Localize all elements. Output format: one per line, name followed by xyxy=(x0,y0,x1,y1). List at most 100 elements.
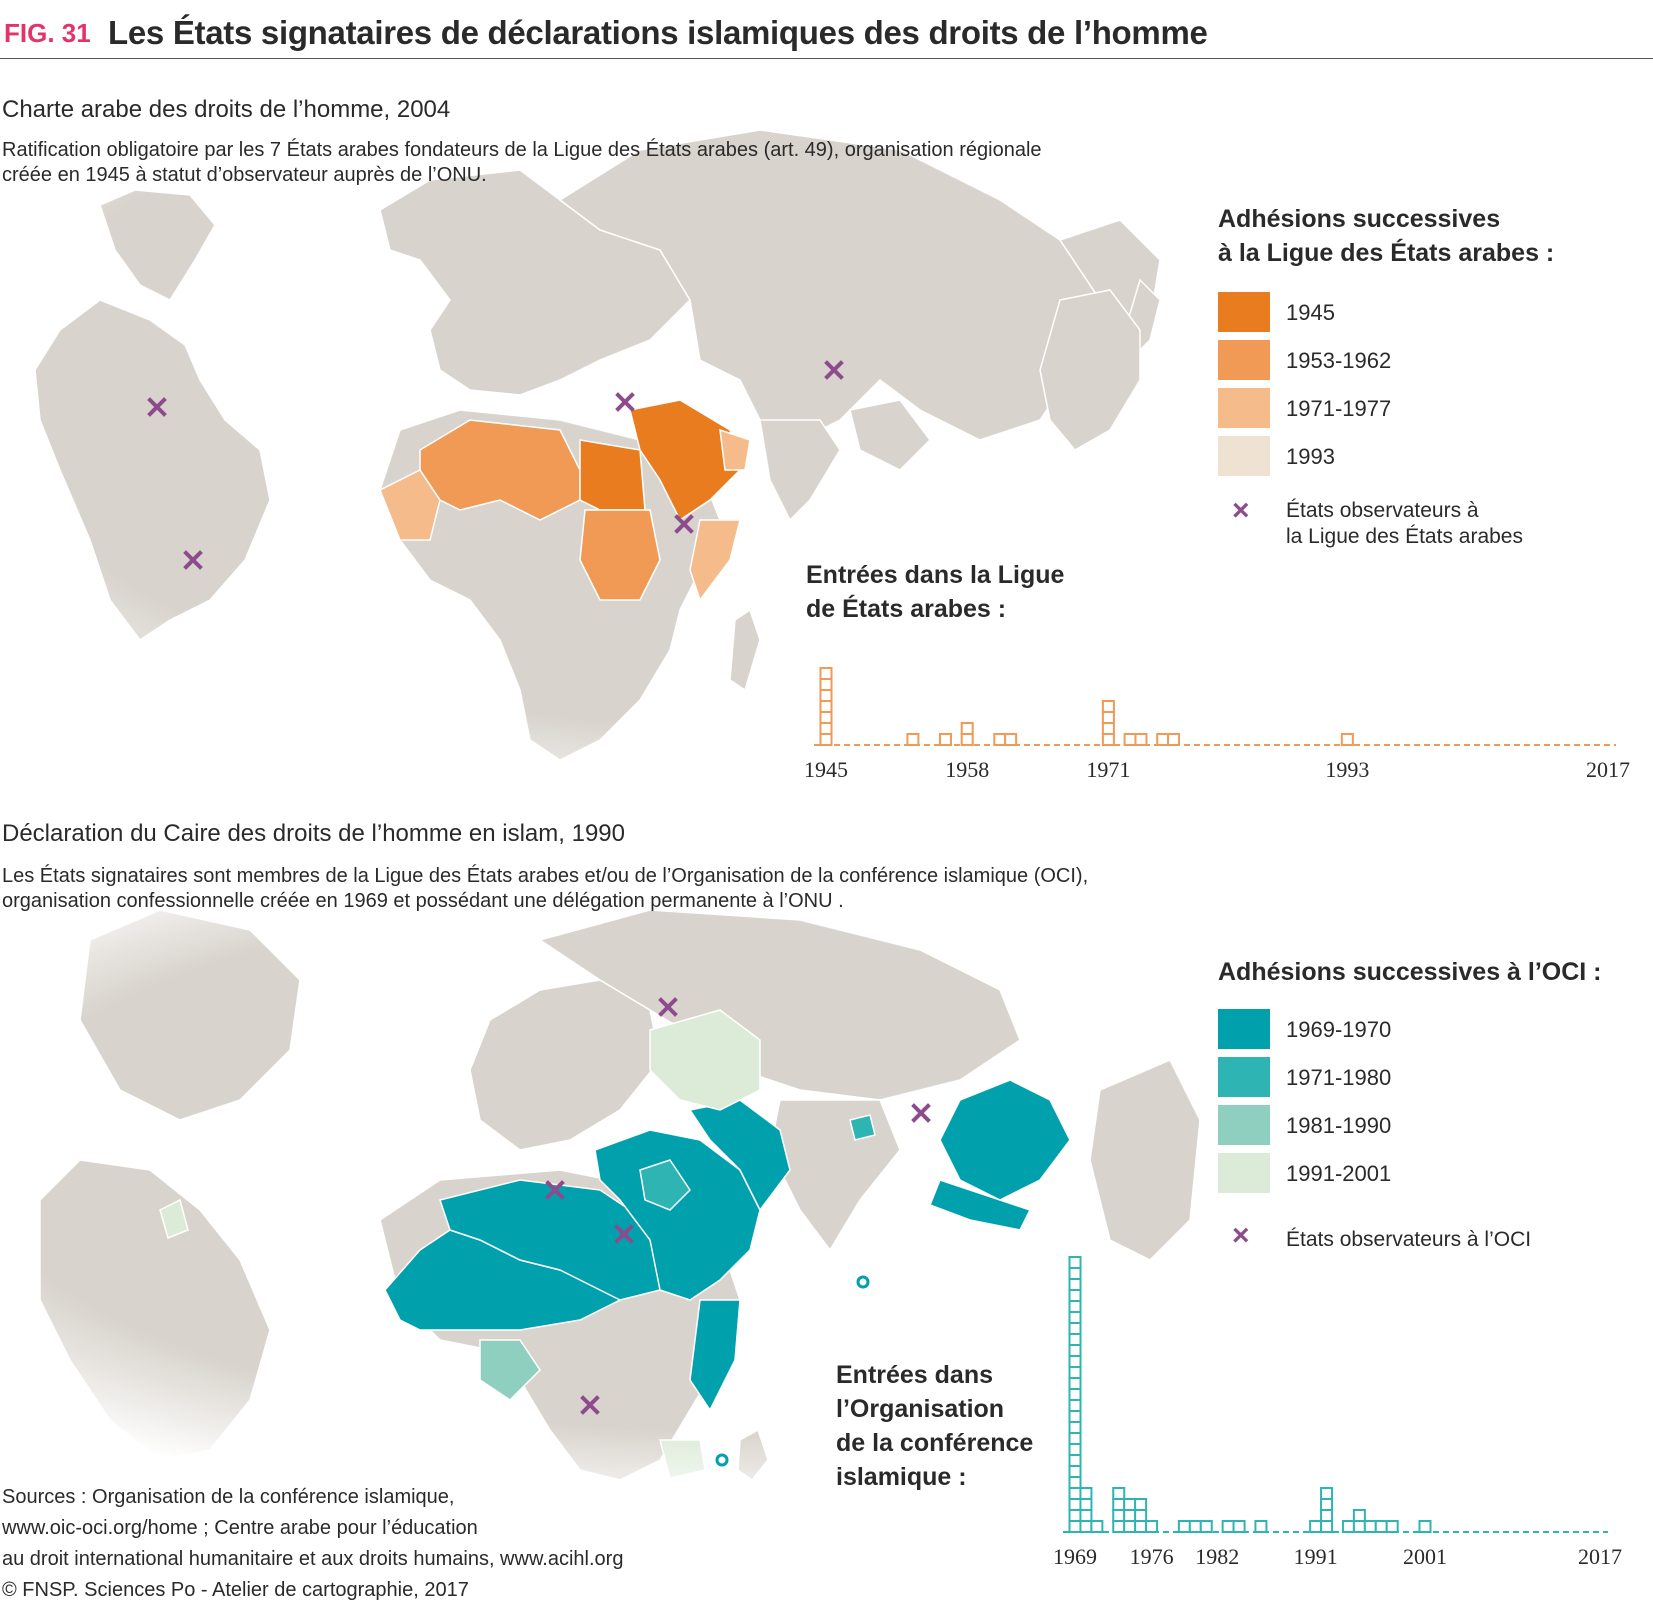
chart-bar-unit xyxy=(1232,1520,1246,1533)
chart-bar-unit xyxy=(1068,1355,1082,1368)
observer-x-icon: × xyxy=(1232,1219,1250,1252)
chart1-title-line1: Entrées dans la Ligue xyxy=(806,561,1065,589)
arab-league-legend-item: 1971-1977 xyxy=(1218,388,1638,428)
chart-bar-unit xyxy=(938,733,952,746)
comoros-circle xyxy=(715,1453,729,1467)
chart-bar-unit xyxy=(906,733,920,746)
chart2-title-line1: Entrées dans xyxy=(836,1361,994,1389)
chart-bar-unit xyxy=(1101,711,1115,724)
observer-x-icon: × xyxy=(1232,494,1250,527)
observer-marker xyxy=(824,360,844,380)
section1-title: Charte arabe des droits de l’homme, 2004 xyxy=(2,96,451,123)
chart-bar-unit xyxy=(1068,1399,1082,1412)
sources-block: Sources : Organisation de la conférence … xyxy=(2,1482,623,1606)
chart-tick-label: 1969 xyxy=(1053,1544,1097,1569)
chart-bar-unit xyxy=(1134,1498,1148,1511)
chart-bar-unit xyxy=(819,700,833,713)
section2-desc-line1: Les États signataires sont membres de la… xyxy=(2,865,1089,887)
chart-tick-label: 2017 xyxy=(1578,1544,1622,1569)
chart-bar-unit xyxy=(1188,1520,1202,1533)
legend-swatch xyxy=(1218,388,1270,428)
chart-bar-unit xyxy=(1134,1520,1148,1533)
legend-swatch xyxy=(1218,1009,1270,1049)
chart-bar-unit xyxy=(1068,1344,1082,1357)
legend-label: 1969-1970 xyxy=(1286,1017,1392,1042)
chart-bar-unit xyxy=(819,722,833,735)
oic-legend-item: 1991-2001 xyxy=(1218,1153,1638,1193)
legend1-observer-entry: × États observateurs à la Ligue des État… xyxy=(1218,494,1638,558)
island-circles xyxy=(715,1275,870,1467)
maldives-circle xyxy=(856,1275,870,1289)
chart-bar-unit xyxy=(819,678,833,691)
observer-marker xyxy=(614,1224,634,1244)
legend2-title: Adhésions successives à l’OCI : xyxy=(1218,958,1602,986)
observer-marker xyxy=(147,397,167,417)
legend2-observer-label: États observateurs à l’OCI xyxy=(1286,1228,1532,1251)
arab-league-legend-item: 1993 xyxy=(1218,436,1638,476)
chart-tick-label: 1982 xyxy=(1195,1544,1239,1569)
chart-bar-unit xyxy=(1320,1520,1334,1533)
title-divider xyxy=(0,58,1653,59)
chart2-title-line4: islamique : xyxy=(836,1463,967,1491)
sources-line3: au droit international humanitaire et au… xyxy=(2,1548,624,1570)
chart-bar-unit xyxy=(1363,1520,1377,1533)
chart1-title: Entrées dans la Ligue de États arabes : xyxy=(806,558,1064,626)
chart-bar-unit xyxy=(1340,733,1354,746)
legend-label: 1993 xyxy=(1286,444,1335,469)
chart-bar-unit xyxy=(1079,1487,1093,1500)
observer-marker xyxy=(658,997,678,1017)
chart-bar-unit xyxy=(1068,1377,1082,1390)
chart-bar-unit xyxy=(1068,1421,1082,1434)
chart-bar-unit xyxy=(1068,1256,1082,1269)
chart2-title-line3: de la conférence xyxy=(836,1429,1034,1457)
legend-label: 1945 xyxy=(1286,300,1335,325)
oic-entries-chart: 1969 1976 1982 1991 2001 2017 xyxy=(1053,1256,1622,1569)
chart-bar-unit xyxy=(1374,1520,1388,1533)
chart-tick-label: 1991 xyxy=(1294,1544,1338,1569)
chart-bar-unit xyxy=(819,733,833,746)
chart-tick-label: 1945 xyxy=(804,757,848,782)
chart-bar-unit xyxy=(1068,1388,1082,1401)
chart-tick-label: 1976 xyxy=(1130,1544,1174,1569)
chart-bar-unit xyxy=(1309,1520,1323,1533)
chart-bar-unit xyxy=(1320,1487,1334,1500)
chart-bar-unit xyxy=(1112,1509,1126,1522)
chart-bar-unit xyxy=(1352,1520,1366,1533)
chart1-title-line2: de États arabes : xyxy=(806,595,1007,623)
chart-bar-unit xyxy=(819,711,833,724)
chart-bar-unit xyxy=(1112,1498,1126,1511)
chart-bar-unit xyxy=(1101,700,1115,713)
legend1-title: Adhésions successives à la Ligue des Éta… xyxy=(1218,202,1638,270)
oic-legend-item: 1981-1990 xyxy=(1218,1105,1638,1145)
chart-bar-unit xyxy=(1134,733,1148,746)
observer-marker xyxy=(615,392,635,412)
arab-league-entries-chart: 1945 1958 1971 1993 2017 xyxy=(804,667,1630,782)
chart-bar-unit xyxy=(1418,1520,1432,1533)
sources-line1: Sources : Organisation de la conférence … xyxy=(2,1486,455,1508)
chart-bar-unit xyxy=(1221,1520,1235,1533)
chart-bar-unit xyxy=(1167,733,1181,746)
chart2-title: Entrées dans l’Organisation de la confér… xyxy=(836,1358,1033,1494)
chart-tick-label: 2017 xyxy=(1586,757,1630,782)
chart-bar-unit xyxy=(1385,1520,1399,1533)
sources-line4: © FNSP. Sciences Po - Atelier de cartogr… xyxy=(2,1579,469,1601)
legend-swatch xyxy=(1218,436,1270,476)
chart-bar-unit xyxy=(1068,1311,1082,1324)
observer-markers-map2 xyxy=(545,997,931,1415)
chart-bar-unit xyxy=(1068,1289,1082,1302)
chart-bar-unit xyxy=(1068,1487,1082,1500)
arab-league-legend-item: 1945 xyxy=(1218,292,1638,332)
observer-marker xyxy=(545,1180,565,1200)
legend-swatch xyxy=(1218,340,1270,380)
observer-marker xyxy=(183,550,203,570)
legend-label: 1971-1980 xyxy=(1286,1065,1392,1090)
chart-bar-unit xyxy=(1068,1432,1082,1445)
legend1-observer-label: États observateurs à la Ligue des États … xyxy=(1286,498,1523,550)
chart-bar-unit xyxy=(1112,1487,1126,1500)
chart-bar-unit xyxy=(1254,1520,1268,1533)
observer-marker xyxy=(911,1103,931,1123)
oic-map xyxy=(0,900,1653,1480)
legend-swatch xyxy=(1218,1105,1270,1145)
observer-marker xyxy=(674,514,694,534)
chart-bar-unit xyxy=(1079,1520,1093,1533)
